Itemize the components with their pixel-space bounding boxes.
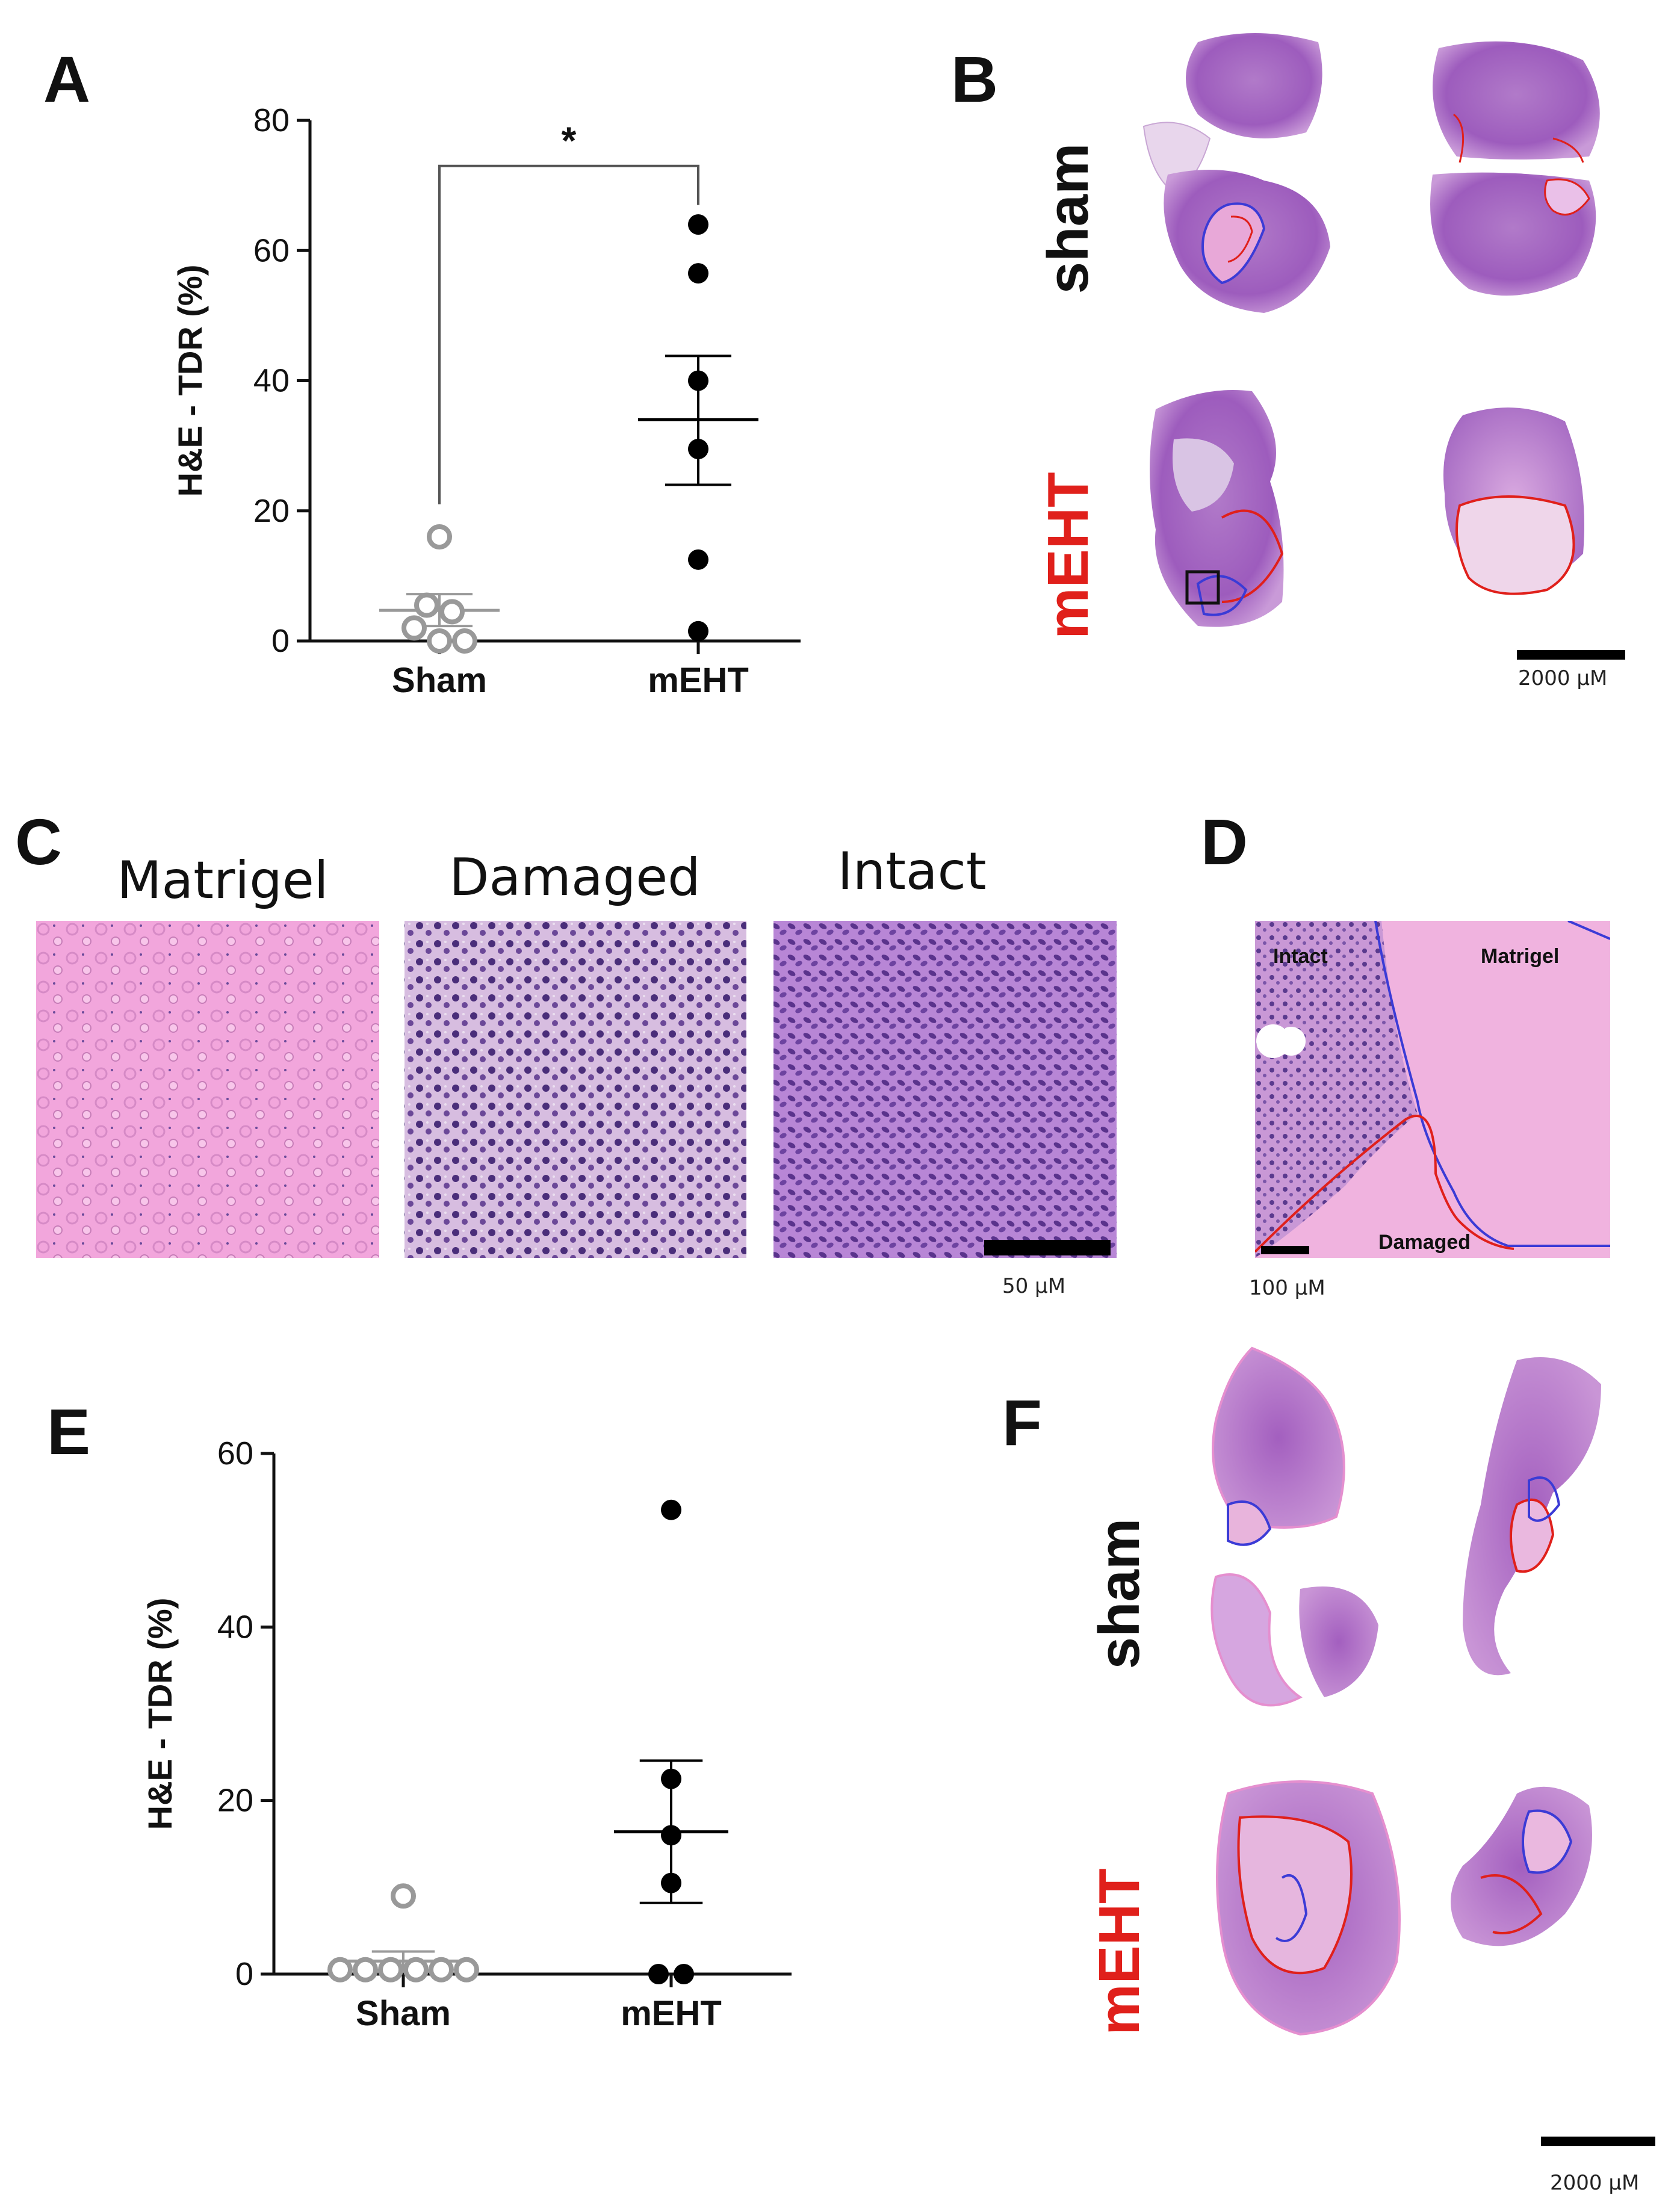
panel-d-scale-label: 100 μM bbox=[1249, 1276, 1325, 1300]
significance-label: * bbox=[562, 119, 577, 163]
panel-c-images bbox=[36, 921, 1117, 1258]
x-tick-label: Sham bbox=[356, 1994, 451, 2033]
y-axis-label: H&E - TDR (%) bbox=[171, 265, 209, 497]
x-tick-label: Sham bbox=[392, 661, 487, 700]
y-tick-label: 20 bbox=[253, 493, 290, 529]
sham-section-2 bbox=[1430, 41, 1600, 296]
data-point bbox=[403, 1957, 429, 1983]
data-point bbox=[688, 439, 708, 460]
data-point bbox=[429, 1957, 454, 1983]
y-tick-label: 0 bbox=[271, 623, 290, 659]
data-point bbox=[439, 599, 465, 625]
y-tick-label: 60 bbox=[217, 1435, 253, 1472]
data-point bbox=[661, 1499, 681, 1520]
data-point bbox=[661, 1768, 681, 1789]
data-point bbox=[648, 1964, 669, 1984]
panel-d-label-intact: Intact bbox=[1273, 945, 1328, 968]
x-tick-label: mEHT bbox=[648, 661, 749, 700]
panel-label-c: C bbox=[15, 805, 62, 878]
row-label-meht: mEHT bbox=[1036, 472, 1100, 639]
panel-label-d: D bbox=[1201, 805, 1248, 878]
panel-label-e: E bbox=[47, 1395, 91, 1468]
data-point bbox=[353, 1957, 378, 1983]
chart-e: 0 20 40 60 Sham mEHT H&E - TDR (%) bbox=[141, 1435, 792, 2033]
data-point bbox=[327, 1957, 353, 1983]
y-tick-label: 40 bbox=[253, 363, 290, 399]
panel-f-sections bbox=[1210, 1346, 1655, 2146]
panel-b-scale-label: 2000 μM bbox=[1518, 666, 1608, 690]
y-tick-label: 60 bbox=[253, 232, 290, 268]
panel-d-label-matrigel: Matrigel bbox=[1481, 945, 1559, 968]
data-point bbox=[452, 628, 477, 654]
data-point bbox=[688, 370, 708, 391]
data-point bbox=[454, 1957, 479, 1983]
panel-d-image: Intact Matrigel Damaged bbox=[1255, 921, 1610, 1258]
data-point bbox=[401, 615, 427, 641]
data-point bbox=[378, 1957, 403, 1983]
panel-label-a: A bbox=[43, 43, 90, 116]
row-label-sham-f: sham bbox=[1087, 1518, 1152, 1670]
data-point bbox=[661, 1872, 681, 1893]
panel-c-scale-label: 50 μM bbox=[1002, 1274, 1066, 1298]
sham-section-1 bbox=[1142, 33, 1330, 313]
meht-section-1 bbox=[1150, 390, 1284, 627]
data-point bbox=[391, 1883, 416, 1909]
meht-section-2 bbox=[1443, 407, 1584, 595]
panel-c-title-damaged: Damaged bbox=[449, 847, 701, 908]
panel-f-scale-label: 2000 μM bbox=[1550, 2171, 1640, 2195]
data-point bbox=[414, 592, 439, 618]
y-tick-label: 0 bbox=[235, 1956, 253, 1992]
row-label-meht-f: mEHT bbox=[1087, 1868, 1152, 2035]
data-point bbox=[427, 628, 452, 654]
y-axis-label: H&E - TDR (%) bbox=[141, 1598, 179, 1830]
y-tick-label: 80 bbox=[253, 102, 290, 138]
panel-d-label-damaged: Damaged bbox=[1378, 1231, 1471, 1254]
chart-a: 0 20 40 60 80 Sham mEHT H&E - TDR (%) * bbox=[171, 102, 801, 700]
damaged-image bbox=[405, 921, 746, 1258]
data-point bbox=[427, 524, 452, 549]
data-point bbox=[661, 1825, 681, 1846]
matrigel-image bbox=[36, 921, 379, 1258]
row-label-sham: sham bbox=[1036, 143, 1100, 294]
data-point bbox=[688, 549, 708, 570]
significance-bracket bbox=[438, 164, 699, 504]
panel-b-sections bbox=[1142, 33, 1625, 660]
data-point bbox=[688, 263, 708, 284]
data-point bbox=[674, 1964, 694, 1984]
panel-c-title-matrigel: Matrigel bbox=[117, 850, 329, 911]
panel-c-title-intact: Intact bbox=[837, 841, 987, 902]
data-point bbox=[688, 214, 708, 235]
x-tick-label: mEHT bbox=[621, 1994, 722, 2033]
y-tick-label: 20 bbox=[217, 1783, 253, 1819]
data-point bbox=[688, 621, 708, 642]
panel-label-f: F bbox=[1002, 1386, 1042, 1459]
y-tick-label: 40 bbox=[217, 1609, 253, 1645]
intact-image bbox=[773, 921, 1117, 1258]
panel-label-b: B bbox=[951, 43, 998, 116]
